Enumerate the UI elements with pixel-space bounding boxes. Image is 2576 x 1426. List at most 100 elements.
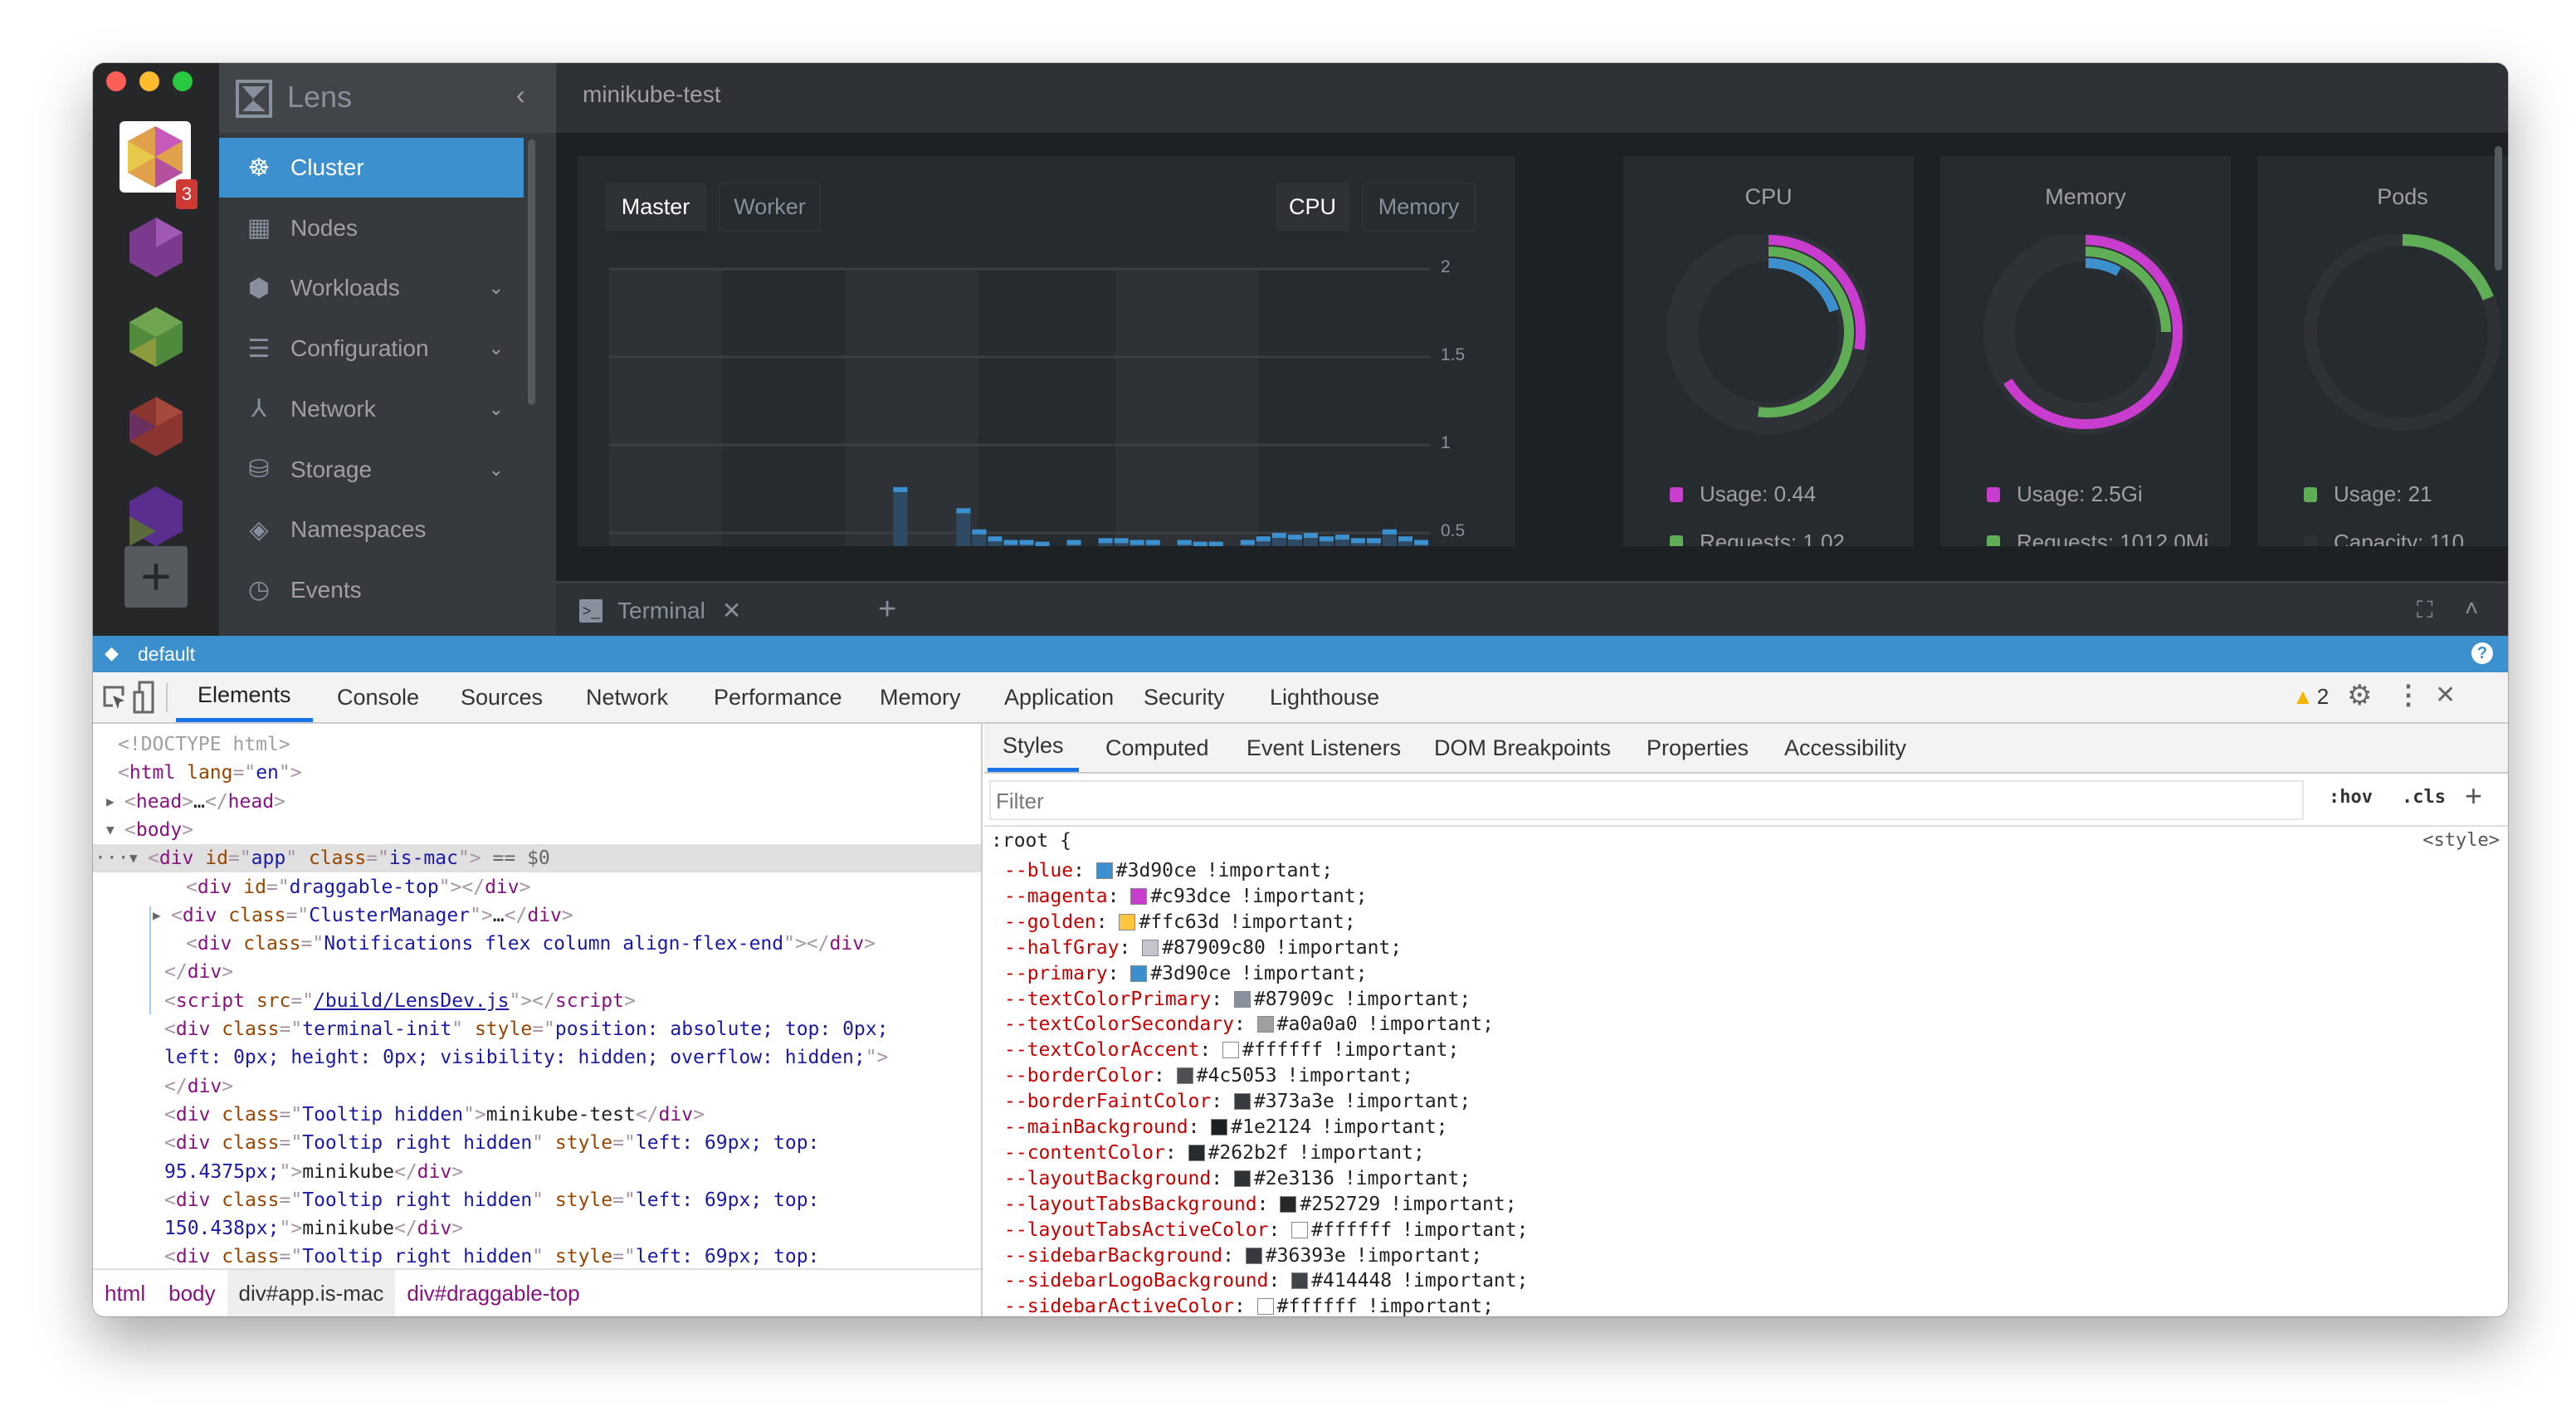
css-property[interactable]: --halfGray: #87909c80 !important; [1004,935,1402,961]
tab-performance[interactable]: Performance [714,684,842,710]
property-name[interactable]: --layoutTabsBackground [1004,1193,1257,1215]
cluster-icon-green[interactable] [123,304,189,370]
property-name[interactable]: --contentColor [1004,1141,1165,1164]
tab-lighthouse[interactable]: Lighthouse [1270,684,1380,710]
css-property[interactable]: --sidebarBackground: #36393e !important; [1004,1243,1482,1269]
property-value[interactable]: #c93dce [1150,885,1232,907]
dom-node-line[interactable]: ··· ▼ <div id="app" class="is-mac"> == $0 [93,844,981,873]
property-value[interactable]: #1e2124 [1231,1116,1312,1138]
property-name[interactable]: --borderFaintColor [1004,1091,1212,1113]
rule-selector[interactable]: :root { [991,830,1071,852]
property-value[interactable]: #87909c [1253,988,1334,1010]
breadcrumb-item[interactable]: body [168,1280,216,1306]
color-swatch[interactable] [1130,887,1148,905]
sidebar-item-workloads[interactable]: ⬢ Workloads ⌄ [219,258,524,318]
expand-arrow-icon[interactable]: ▶ [153,906,161,923]
hover-state-toggle[interactable]: :hov [2329,787,2373,808]
terminal-tab[interactable]: >_ Terminal ✕ [579,597,741,624]
device-toolbar-icon[interactable] [133,681,154,715]
sidebar-item-network[interactable]: ⅄ Network ⌄ [219,379,524,439]
chevron-down-icon[interactable]: ⌄ [488,458,504,480]
css-property[interactable]: --borderFaintColor: #373a3e !important; [1004,1089,1471,1115]
styles-filter-input[interactable]: Filter [989,780,2304,820]
dom-node-line[interactable]: ▼ <body> [93,816,981,844]
property-value[interactable]: #3d90ce [1115,860,1197,881]
property-value[interactable]: #262b2f [1208,1141,1289,1164]
dom-node-line[interactable]: ▶ <div class="ClusterManager">…</div> [93,901,981,930]
dom-node-line[interactable]: <div class="Notifications flex column al… [93,930,981,958]
tab-accessibility[interactable]: Accessibility [1784,735,1907,760]
tab-memory[interactable]: Memory [1362,183,1476,232]
color-swatch[interactable] [1142,939,1159,956]
property-name[interactable]: --blue [1004,860,1074,881]
expand-arrow-icon[interactable]: ▼ [106,821,115,838]
css-property[interactable]: --blue: #3d90ce !important; [1004,858,1333,884]
sidebar-item-namespaces[interactable]: ◈ Namespaces [219,500,524,559]
color-swatch[interactable] [1245,1247,1262,1264]
property-value[interactable]: #373a3e [1253,1091,1334,1113]
color-swatch[interactable] [1188,1144,1205,1161]
chevron-down-icon[interactable]: ⌄ [488,277,504,299]
warnings-counter[interactable]: ▲ 2 [2292,684,2329,710]
tab-console[interactable]: Console [337,684,420,710]
chevron-down-icon[interactable]: ⌄ [488,338,504,359]
property-value[interactable]: #a0a0a0 [1276,1013,1358,1036]
breadcrumb-item[interactable]: div#draggable-top [407,1280,580,1306]
tab-master[interactable]: Master [605,183,706,232]
css-property[interactable]: --layoutBackground: #2e3136 !important; [1004,1166,1471,1192]
close-terminal-icon[interactable]: ✕ [721,598,742,623]
class-toggle[interactable]: .cls [2402,787,2446,808]
property-name[interactable]: --mainBackground [1004,1116,1188,1138]
expand-arrow-icon[interactable]: ▶ [106,793,115,809]
new-style-rule-button[interactable]: + [2465,779,2483,813]
color-swatch[interactable] [1233,1170,1251,1187]
new-terminal-button[interactable]: + [878,592,897,627]
property-name[interactable]: --sidebarBackground [1004,1244,1223,1267]
property-name[interactable]: --layoutTabsActiveColor [1004,1218,1269,1241]
expand-arrow-icon[interactable]: ▼ [129,850,138,867]
css-property[interactable]: --contentColor: #262b2f !important; [1004,1140,1425,1166]
color-swatch[interactable] [1256,1016,1274,1033]
fullscreen-icon[interactable]: ⛶ [2417,597,2433,623]
css-property[interactable]: --textColorAccent: #ffffff !important; [1004,1038,1459,1063]
property-name[interactable]: --sidebarActiveColor [1004,1296,1234,1316]
color-swatch[interactable] [1233,990,1251,1008]
property-value[interactable]: #252729 [1300,1193,1381,1215]
property-value[interactable]: #87909c80 [1162,936,1266,959]
breadcrumb-item[interactable]: html [105,1280,146,1306]
tab-sources[interactable]: Sources [461,684,544,710]
main-scrollbar[interactable] [2495,146,2502,271]
dom-node-line[interactable]: <div class="terminal-init" style="positi… [93,1015,981,1043]
cluster-icon-purple[interactable] [123,214,189,281]
tab-cpu[interactable]: CPU [1276,183,1349,232]
css-property[interactable]: --layoutTabsBackground: #252729 !importan… [1004,1192,1517,1218]
css-property[interactable]: --textColorPrimary: #87909c !important; [1004,987,1471,1013]
inspect-element-icon[interactable] [101,684,128,712]
close-devtools-icon[interactable]: ✕ [2435,681,2456,709]
css-property[interactable]: --borderColor: #4c5053 !important; [1004,1063,1413,1089]
property-value[interactable]: #414448 [1311,1270,1393,1292]
dom-node-line[interactable]: <div class="Tooltip right hidden" style=… [93,1243,981,1271]
color-swatch[interactable] [1119,913,1136,930]
tab-computed[interactable]: Computed [1105,735,1209,760]
css-property[interactable]: --sidebarActiveColor: #ffffff !important; [1004,1294,1494,1316]
color-swatch[interactable] [1256,1298,1274,1316]
maximize-window-button[interactable] [173,71,193,91]
property-name[interactable]: --golden [1004,911,1096,933]
tab-worker[interactable]: Worker [719,183,821,232]
css-property[interactable]: --primary: #3d90ce !important; [1004,961,1368,987]
breadcrumb-item[interactable]: div#app.is-mac [227,1270,396,1316]
color-swatch[interactable] [1280,1195,1297,1213]
chevron-up-icon[interactable]: ˄ [2465,595,2479,621]
property-name[interactable]: --magenta [1004,885,1108,907]
minimize-window-button[interactable] [139,71,159,91]
collapse-sidebar-icon[interactable]: ‹ [516,80,525,110]
add-cluster-button[interactable]: + [124,546,188,608]
property-value[interactable]: #ffc63d [1139,911,1220,933]
property-value[interactable]: #3d90ce [1150,962,1232,984]
dom-node-line[interactable]: <div class="Tooltip hidden">minikube-tes… [93,1101,981,1129]
color-swatch[interactable] [1222,1042,1240,1059]
dom-node-line[interactable]: ▶ <head>…</head> [93,788,981,816]
dom-node-line[interactable]: <!DOCTYPE html> [93,730,981,759]
css-property[interactable]: --textColorSecondary: #a0a0a0 !important; [1004,1012,1494,1038]
